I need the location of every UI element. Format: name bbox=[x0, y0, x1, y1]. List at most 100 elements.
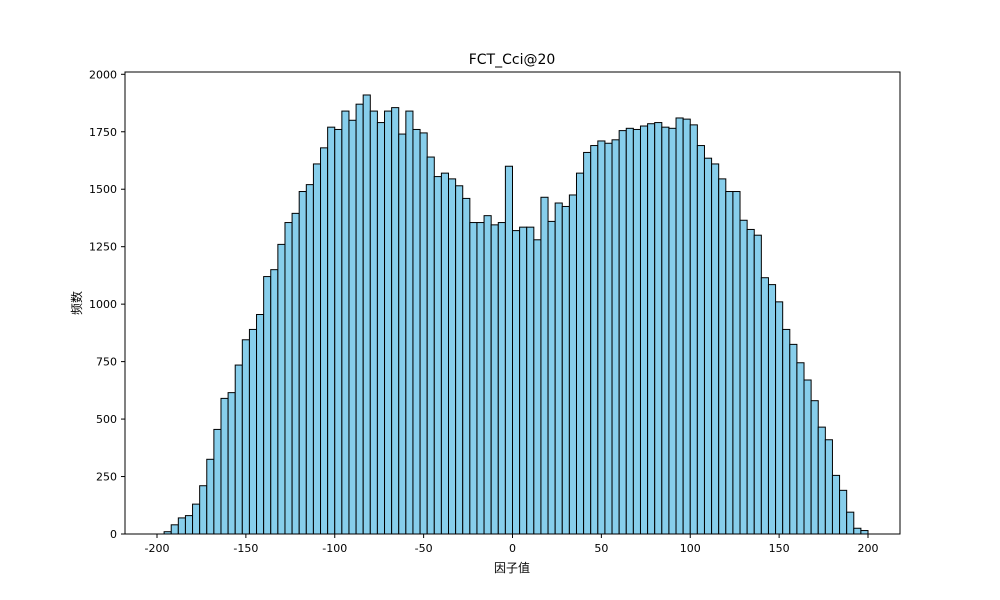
histogram-bar bbox=[817, 426, 826, 535]
histogram-bar bbox=[767, 284, 777, 535]
x-tick-label: -50 bbox=[415, 542, 433, 555]
histogram-bar bbox=[668, 127, 677, 535]
histogram-bar bbox=[703, 157, 713, 535]
histogram-bar bbox=[725, 191, 734, 535]
y-axis-label: 频数 bbox=[69, 291, 84, 315]
histogram-bar bbox=[831, 474, 841, 535]
histogram-bar bbox=[718, 178, 727, 535]
histogram-bar bbox=[533, 239, 542, 535]
histogram-bar bbox=[227, 392, 236, 535]
histogram-bar bbox=[853, 527, 862, 535]
histogram-bar bbox=[575, 172, 585, 535]
histogram-bar bbox=[448, 178, 457, 535]
histogram-bar bbox=[760, 277, 769, 535]
histogram-bar bbox=[696, 145, 705, 535]
y-tick-label: 1750 bbox=[89, 126, 117, 139]
x-tick-label: 150 bbox=[769, 542, 790, 555]
histogram-bar bbox=[384, 110, 393, 535]
bars-group bbox=[163, 94, 869, 535]
histogram-bar bbox=[241, 339, 250, 535]
y-tick-label: 1250 bbox=[89, 241, 117, 254]
histogram-bar bbox=[426, 156, 435, 535]
histogram-bar bbox=[334, 128, 343, 535]
histogram-bar bbox=[632, 128, 641, 535]
histogram-bar bbox=[860, 530, 869, 535]
histogram-bar bbox=[682, 118, 691, 535]
histogram-bar bbox=[689, 124, 698, 535]
histogram-bar bbox=[711, 163, 720, 535]
y-tick-label: 0 bbox=[110, 528, 117, 541]
histogram-bar bbox=[469, 222, 478, 535]
histogram-bar bbox=[782, 328, 791, 535]
histogram-bar bbox=[753, 234, 762, 535]
x-tick-label: 0 bbox=[509, 542, 516, 555]
x-tick-label: 50 bbox=[594, 542, 608, 555]
y-tick-label: 250 bbox=[96, 471, 117, 484]
histogram-bar bbox=[618, 130, 627, 535]
histogram-bar bbox=[305, 184, 314, 535]
histogram-bar bbox=[270, 269, 279, 535]
histogram-bar bbox=[284, 222, 293, 535]
y-tick-label: 2000 bbox=[89, 68, 117, 81]
histogram-bar bbox=[746, 228, 755, 535]
histogram-bar bbox=[625, 127, 634, 535]
histogram-bar bbox=[654, 122, 663, 535]
histogram-bar bbox=[440, 172, 450, 535]
x-tick-label: 200 bbox=[858, 542, 879, 555]
histogram-bar bbox=[362, 94, 371, 535]
histogram-bar bbox=[583, 151, 592, 535]
histogram-bar bbox=[263, 276, 272, 535]
histogram-bar bbox=[597, 140, 606, 535]
histogram-bar bbox=[526, 226, 535, 535]
histogram-bar bbox=[220, 397, 229, 535]
histogram-bar bbox=[647, 123, 656, 535]
histogram-bar bbox=[234, 364, 243, 535]
y-tick-label: 500 bbox=[96, 413, 117, 426]
histogram-bar bbox=[497, 222, 506, 535]
histogram-bar bbox=[604, 142, 613, 535]
x-tick-label: 100 bbox=[680, 542, 701, 555]
histogram-bar bbox=[846, 511, 855, 535]
histogram-bar bbox=[739, 219, 748, 535]
histogram-bar bbox=[256, 313, 265, 535]
histogram-bar bbox=[455, 185, 464, 535]
histogram-bar bbox=[170, 524, 179, 535]
histogram-bar bbox=[248, 328, 258, 535]
histogram-bar bbox=[348, 119, 357, 535]
histogram-bar bbox=[184, 515, 194, 535]
histogram-bar bbox=[775, 301, 784, 535]
histogram-bar bbox=[796, 362, 805, 535]
histogram-bar bbox=[803, 379, 812, 535]
histogram-bar bbox=[483, 215, 492, 535]
histogram-bar bbox=[213, 428, 222, 535]
histogram-bar bbox=[291, 212, 300, 535]
histogram-bar bbox=[810, 400, 819, 535]
histogram-bar bbox=[298, 191, 307, 535]
histogram-bar bbox=[839, 489, 848, 535]
histogram-bar bbox=[824, 439, 833, 535]
histogram-bar bbox=[192, 503, 201, 535]
histogram-bar bbox=[732, 191, 741, 535]
histogram-bar bbox=[590, 145, 599, 535]
histogram-bar bbox=[206, 458, 215, 535]
histogram-bar bbox=[568, 194, 577, 535]
histogram-bar bbox=[177, 517, 186, 535]
histogram-bar bbox=[341, 110, 350, 535]
histogram-bar bbox=[519, 226, 528, 535]
histogram-bar bbox=[405, 110, 414, 535]
histogram-bar bbox=[376, 122, 386, 535]
histogram-bar bbox=[369, 110, 378, 535]
histogram-bar bbox=[419, 132, 428, 535]
chart-title: FCT_Cci@20 bbox=[469, 52, 556, 68]
histogram-bar bbox=[398, 133, 407, 535]
y-tick-label: 1000 bbox=[89, 298, 117, 311]
histogram-bar bbox=[561, 205, 570, 535]
histogram-bar bbox=[547, 220, 556, 535]
histogram-bar bbox=[433, 176, 442, 535]
y-tick-label: 750 bbox=[96, 356, 117, 369]
histogram-bar bbox=[327, 126, 336, 535]
histogram-bar bbox=[412, 128, 421, 535]
histogram-bar bbox=[312, 163, 322, 535]
histogram-bar bbox=[391, 107, 400, 535]
